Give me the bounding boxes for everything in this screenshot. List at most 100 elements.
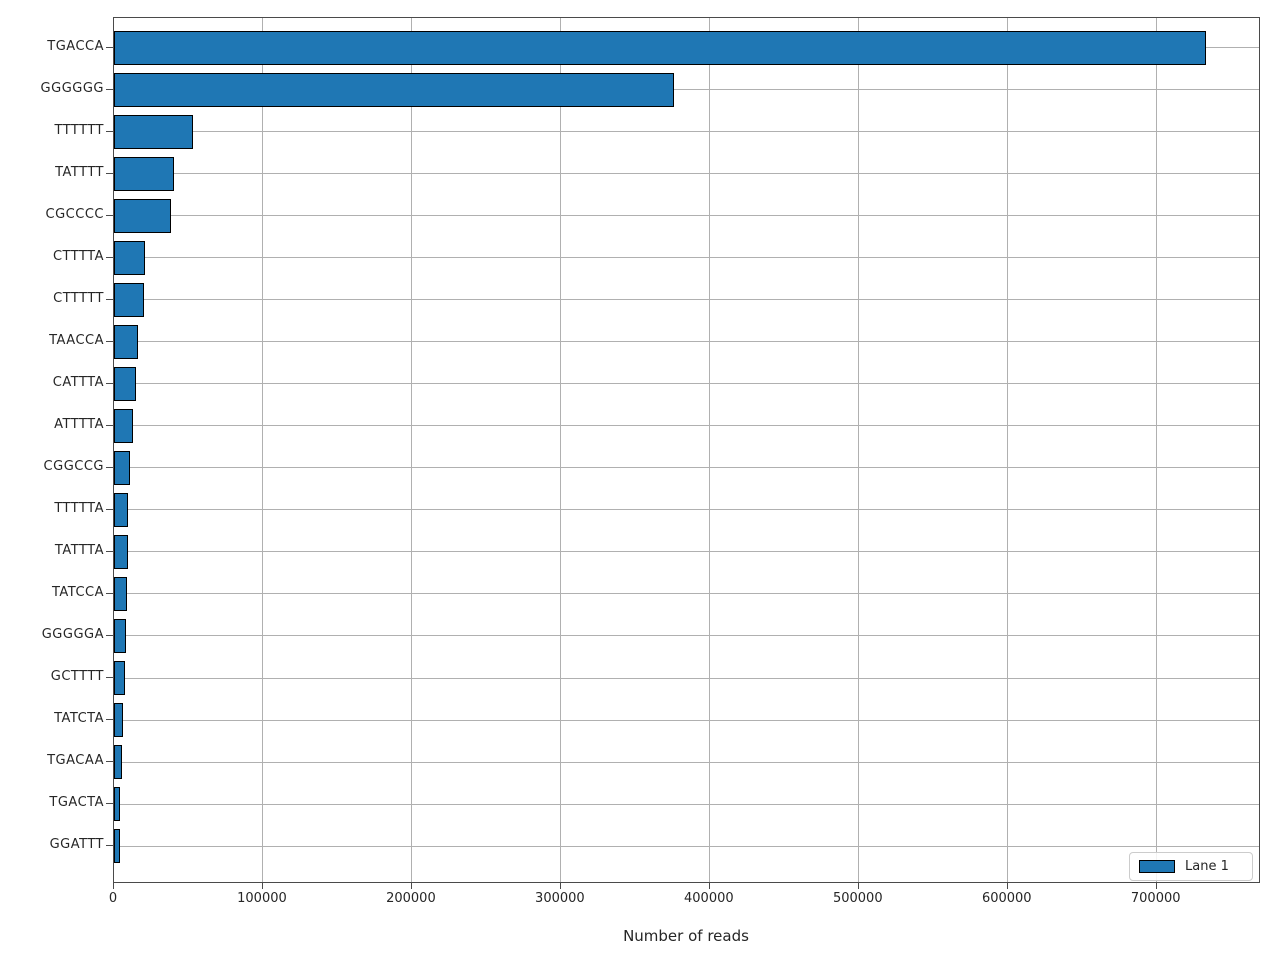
gridline-horizontal [114,257,1259,259]
gridline-horizontal [114,299,1259,301]
gridline-vertical [709,18,711,882]
y-tick-mark [106,466,113,468]
gridline-horizontal [114,635,1259,637]
gridline-horizontal [114,173,1259,175]
y-tick-label: ATTTTA [54,416,104,432]
x-tick-mark [1006,883,1008,889]
bar-TATCTA [114,703,123,738]
gridline-horizontal [114,593,1259,595]
y-tick-mark [106,634,113,636]
bar-CGGCCG [114,450,131,485]
y-tick-mark [106,677,113,678]
y-tick-mark [106,256,113,258]
x-tick-mark [261,883,263,889]
bar-TGACTA [114,787,121,822]
bar-TTTTTT [114,114,193,149]
y-tick-label: TATTTT [55,164,104,180]
gridline-horizontal [114,803,1259,805]
gridline-horizontal [114,341,1259,343]
bar-TAACCA [114,324,138,359]
x-tick-label: 400000 [684,891,734,906]
x-tick-mark [1155,883,1157,889]
y-tick-label: TATTTA [54,542,104,558]
y-tick-mark [106,340,113,342]
y-tick-label: GGATTT [49,837,104,853]
y-tick-mark [106,803,113,805]
y-tick-label: TTTTTT [54,122,104,138]
x-tick-label: 700000 [1130,891,1181,906]
bar-ATTTTA [114,408,133,443]
y-tick-mark [106,719,113,721]
bar-GGGGGA [114,618,126,653]
y-tick-label: CTTTTA [52,248,104,264]
bar-GCTTTT [114,661,126,695]
x-tick-mark [410,883,412,889]
y-tick-mark [106,382,113,384]
bar-TTTTTA [114,492,129,527]
y-tick-mark [106,845,113,847]
gridline-horizontal [114,467,1259,469]
legend: Lane 1 [1129,852,1253,881]
bar-CTTTTT [114,282,144,317]
y-tick-mark [106,424,113,426]
bar-CTTTTA [114,240,146,275]
legend-label-lane1: Lane 1 [1185,859,1229,874]
gridline-horizontal [114,845,1259,847]
bar-TATTTA [114,534,128,569]
y-tick-mark [106,214,113,216]
x-tick-mark [708,883,710,889]
plot-area [113,17,1260,883]
y-tick-mark [106,508,113,510]
y-tick-mark [106,550,113,552]
bar-CGCCCC [114,198,171,233]
gridline-vertical [560,18,562,882]
y-tick-mark [106,130,113,132]
y-tick-mark [106,88,113,90]
gridline-horizontal [114,509,1259,511]
gridline-vertical [411,18,413,882]
y-tick-mark [106,592,113,594]
gridline-horizontal [114,425,1259,427]
gridline-horizontal [114,761,1259,763]
y-tick-label: CGGCCG [43,458,104,474]
bar-TGACAA [114,745,122,780]
y-tick-mark [106,298,113,300]
x-tick-label: 100000 [237,891,287,906]
x-tick-label: 200000 [386,891,436,906]
gridline-horizontal [114,551,1259,553]
gridline-horizontal [114,677,1259,679]
y-tick-label: CGCCCC [45,206,104,222]
bar-GGGGGG [114,72,675,107]
bar-TATCCA [114,576,127,611]
gridline-horizontal [114,215,1259,217]
x-tick-mark [857,883,859,889]
y-tick-label: GGGGGG [40,80,104,96]
bar-CATTTA [114,366,136,401]
y-tick-label: TGACCA [47,38,104,54]
legend-swatch-lane1 [1139,860,1175,873]
y-tick-mark [106,172,113,174]
y-tick-label: TGACTA [49,795,104,811]
gridline-horizontal [114,131,1259,133]
x-tick-label: 500000 [832,891,883,906]
x-tick-mark [559,883,561,889]
y-tick-label: GGGGGA [41,626,104,642]
x-tick-mark [113,883,114,889]
y-tick-label: CATTTA [52,374,104,390]
y-tick-label: TTTTTA [54,500,104,516]
x-tick-label: 0 [108,891,118,906]
y-tick-mark [106,761,113,763]
y-tick-label: TATCTA [54,711,104,727]
gridline-horizontal [114,383,1259,385]
y-tick-label: CTTTTT [53,290,104,306]
y-tick-label: TATCCA [51,584,104,600]
bar-TGACCA [114,30,1206,65]
y-tick-label: GCTTTT [50,669,104,684]
y-tick-label: TGACAA [47,753,104,769]
bar-GGATTT [114,829,120,864]
gridline-vertical [1156,18,1158,882]
x-axis-title: Number of reads [623,927,749,945]
gridline-horizontal [114,89,1259,91]
gridline-vertical [1007,18,1009,882]
gridline-vertical [858,18,860,882]
